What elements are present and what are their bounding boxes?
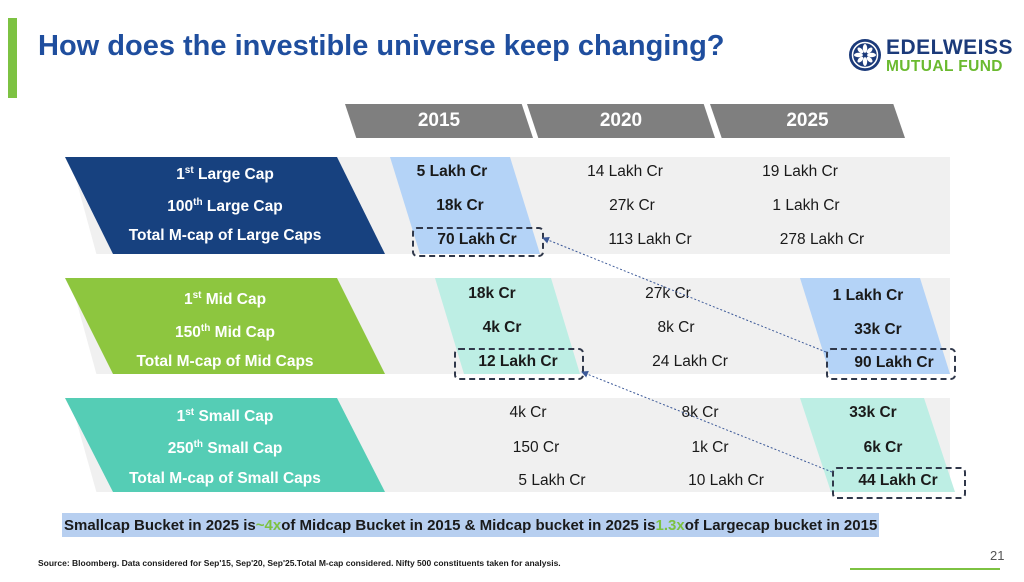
large-cap-row1-label: 1st Large Cap xyxy=(176,165,274,184)
mid-total-2025-callout xyxy=(826,348,956,380)
small-row2-2025: 6k Cr xyxy=(863,439,903,456)
mid-row1-2015: 18k Cr xyxy=(468,285,516,302)
conclusion-mult1: ~4x xyxy=(255,516,282,534)
page-number: 21 xyxy=(990,548,1005,563)
mid-row3-2020: 24 Lakh Cr xyxy=(652,353,728,370)
arrow-mid2025-to-large2015 xyxy=(542,236,827,353)
mid-row2-2020: 8k Cr xyxy=(657,319,695,336)
year-header-2015: 2015 xyxy=(345,104,533,138)
large-row1-2025: 19 Lakh Cr xyxy=(762,163,838,180)
large-row2-2025: 1 Lakh Cr xyxy=(772,197,840,214)
large-row3-2020: 113 Lakh Cr xyxy=(608,231,692,248)
edelweiss-logo: EDELWEISS MUTUAL FUND xyxy=(848,36,1018,80)
conclusion-mult2: 1.3x xyxy=(655,516,685,534)
mid-row2-2015: 4k Cr xyxy=(482,319,522,336)
large-row1-2015: 5 Lakh Cr xyxy=(416,163,488,180)
mid-row2-2025: 33k Cr xyxy=(854,321,902,338)
arrow-small2025-to-mid2015 xyxy=(581,370,833,473)
large-cap-label-panel xyxy=(65,157,385,254)
large-cap-row3-label: Total M-cap of Large Caps xyxy=(128,227,322,244)
conclusion-banner: Smallcap Bucket in 2025 is ~4x of Midcap… xyxy=(62,513,880,537)
edelweiss-flower-icon xyxy=(849,39,881,71)
small-total-2025-callout xyxy=(832,467,966,499)
conclusion-part2: of Midcap Bucket in 2015 & Midcap bucket… xyxy=(281,516,656,534)
small-row2-2015: 150 Cr xyxy=(512,439,560,456)
year-header-2020: 2020 xyxy=(527,104,715,138)
logo-wordmark: EDELWEISS xyxy=(886,36,1014,59)
conclusion-part3: of Largecap bucket in 2015 xyxy=(684,516,878,534)
large-row2-2015: 18k Cr xyxy=(436,197,484,214)
large-row3-2015: 70 Lakh Cr xyxy=(437,231,517,248)
mid-cap-2025-highlight xyxy=(800,278,950,374)
source-note: Source: Bloomberg. Data considered for S… xyxy=(38,558,561,568)
large-cap-2015-highlight xyxy=(390,157,540,254)
page-title: How does the investible universe keep ch… xyxy=(38,30,725,62)
small-row3-2020: 10 Lakh Cr xyxy=(688,472,764,489)
small-cap-row3-label: Total M-cap of Small Caps xyxy=(129,470,321,487)
small-cap-row1-label: 1st Small Cap xyxy=(176,407,274,426)
mid-cap-row1-label: 1st Mid Cap xyxy=(183,290,267,309)
mid-row3-2015: 12 Lakh Cr xyxy=(478,353,558,370)
mid-cap-row2-label: 150th Mid Cap xyxy=(175,323,275,342)
logo-subtitle: MUTUAL FUND xyxy=(886,58,1003,75)
small-row1-2015: 4k Cr xyxy=(509,404,547,421)
small-row1-2020: 8k Cr xyxy=(681,404,719,421)
mid-row1-2020: 27k Cr xyxy=(645,285,691,302)
footer-accent-line xyxy=(850,568,1000,570)
large-row1-2020: 14 Lakh Cr xyxy=(587,163,663,180)
large-cap-row2-label: 100th Large Cap xyxy=(167,197,283,216)
small-row2-2020: 1k Cr xyxy=(691,439,729,456)
large-row3-2025: 278 Lakh Cr xyxy=(779,231,865,248)
small-cap-label-panel xyxy=(65,398,385,492)
small-row3-2015: 5 Lakh Cr xyxy=(518,472,586,489)
mid-row3-2025: 90 Lakh Cr xyxy=(854,354,934,371)
conclusion-part1: Smallcap Bucket in 2025 is xyxy=(64,516,256,534)
mid-cap-row3-label: Total M-cap of Mid Caps xyxy=(136,353,314,370)
small-row3-2025: 44 Lakh Cr xyxy=(858,472,938,489)
title-accent-bar xyxy=(8,18,17,98)
mid-cap-label-panel xyxy=(65,278,385,374)
small-row1-2025: 33k Cr xyxy=(849,404,897,421)
large-row2-2020: 27k Cr xyxy=(609,197,655,214)
mid-row1-2025: 1 Lakh Cr xyxy=(832,287,904,304)
year-header-2025: 2025 xyxy=(710,104,905,138)
mid-total-2015-callout xyxy=(454,348,584,380)
small-cap-row2-label: 250th Small Cap xyxy=(167,439,283,458)
